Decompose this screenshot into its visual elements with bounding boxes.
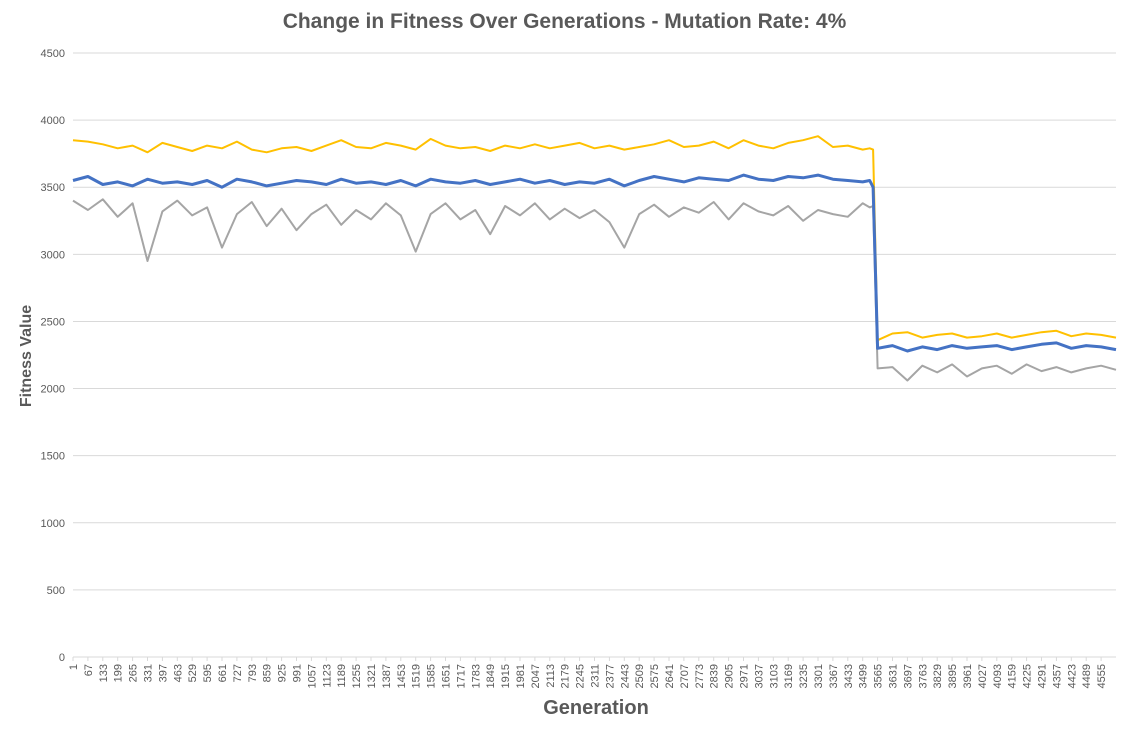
y-tick-label: 4000 [41,115,65,127]
x-tick-label: 3433 [843,664,855,688]
x-axis-label: Generation [543,697,649,719]
x-tick-label: 3895 [947,664,959,688]
x-tick-label: 4027 [977,664,989,688]
y-tick-label: 3500 [41,182,65,194]
x-tick-label: 1453 [396,664,408,688]
x-tick-label: 793 [247,664,259,682]
x-tick-label: 397 [157,664,169,682]
x-tick-label: 529 [187,664,199,682]
x-tick-label: 265 [128,664,140,682]
x-tick-label: 2839 [709,664,721,688]
x-tick-label: 859 [262,664,274,682]
x-tick-label: 4225 [1022,664,1034,688]
x-tick-label: 2905 [724,664,736,688]
gridlines [73,52,1116,658]
x-tick-label: 925 [277,664,289,682]
x-tick-label: 2575 [649,664,661,688]
x-tick-label: 3697 [902,664,914,688]
x-tick-label: 331 [143,664,155,682]
x-tick-label: 2641 [664,664,676,688]
x-tick-label: 1849 [485,664,497,688]
x-tick-label: 1585 [426,664,438,688]
x-tick-label: 3103 [768,664,780,688]
x-tick-label: 133 [98,664,110,682]
x-tick-label: 2971 [739,664,751,688]
x-tick-label: 2245 [575,664,587,688]
x-tick-label: 1255 [351,664,363,688]
x-tick-label: 1387 [381,664,393,688]
x-tick-label: 3301 [813,664,825,688]
x-tick-label: 3565 [873,664,885,688]
x-tick-label: 67 [83,664,95,676]
x-tick-label: 4423 [1066,664,1078,688]
x-tick-label: 4489 [1081,664,1093,688]
series-line-2 [72,135,1117,342]
y-tick-label: 2000 [41,384,65,396]
x-tick-label: 1717 [455,664,467,688]
x-axis-ticks: 1 67 133 199 265 331 397 463 529 595 661 727 793 859 9… [68,657,1108,688]
x-tick-label: 3631 [888,664,900,688]
x-tick-label: 2443 [619,664,631,688]
x-tick-label: 1651 [441,664,453,688]
x-tick-label: 3499 [858,664,870,688]
x-tick-label: 4555 [1096,664,1108,688]
x-tick-label: 3037 [753,664,765,688]
x-tick-label: 661 [217,664,229,682]
y-tick-label: 3000 [41,249,65,261]
x-tick-label: 463 [172,664,184,682]
x-tick-label: 2707 [679,664,691,688]
y-tick-label: 0 [59,652,65,664]
x-tick-label: 3367 [828,664,840,688]
x-tick-label: 991 [292,664,304,682]
x-tick-label: 2047 [530,664,542,688]
x-tick-label: 4291 [1037,664,1049,688]
x-tick-label: 1519 [411,664,423,688]
x-tick-label: 1057 [306,664,318,688]
x-tick-label: 595 [202,664,214,682]
y-tick-label: 1500 [41,451,65,463]
x-tick-label: 3169 [783,664,795,688]
x-tick-label: 3829 [932,664,944,688]
x-tick-label: 3763 [917,664,929,688]
x-tick-label: 199 [113,664,125,682]
series-lines [72,135,1117,382]
x-tick-label: 2113 [545,664,557,688]
x-tick-label: 3961 [962,664,974,688]
x-tick-label: 1189 [336,664,348,688]
x-tick-label: 2773 [694,664,706,688]
y-tick-label: 2500 [41,316,65,328]
x-tick-label: 1915 [500,664,512,688]
chart-title: Change in Fitness Over Generations - Mut… [282,10,847,33]
x-tick-label: 2311 [590,664,602,688]
x-tick-label: 1123 [321,664,333,688]
x-tick-label: 1321 [366,664,378,688]
x-tick-label: 4093 [992,664,1004,688]
series-line-3 [72,173,1117,353]
y-axis-ticks: 0 500 1000 1500 2000 2500 3000 3500 4000 4500 [41,48,65,664]
x-tick-label: 1 [68,664,80,670]
x-tick-label: 2509 [634,664,646,688]
x-tick-label: 4357 [1051,664,1063,688]
series-line-1 [72,198,1117,382]
x-tick-label: 727 [232,664,244,682]
x-tick-label: 3235 [798,664,810,688]
x-tick-label: 1981 [515,664,527,688]
x-tick-label: 2179 [560,664,572,688]
x-tick-label: 2377 [604,664,616,688]
y-tick-label: 1000 [41,518,65,530]
x-tick-label: 4159 [1007,664,1019,688]
y-tick-label: 500 [47,585,65,597]
y-tick-label: 4500 [41,48,65,60]
x-tick-label: 1783 [470,664,482,688]
